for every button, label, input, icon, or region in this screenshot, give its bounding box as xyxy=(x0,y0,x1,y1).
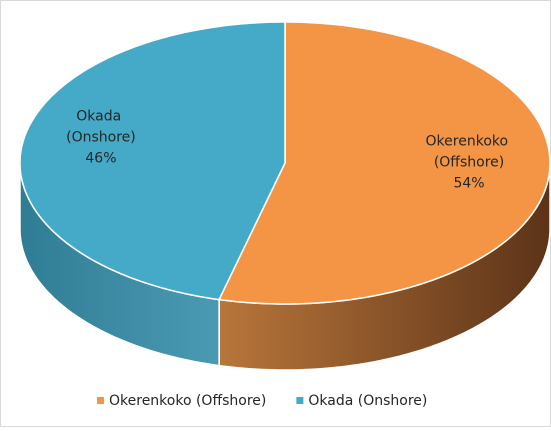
legend: Okerenkoko (Offshore) Okada (Onshore) xyxy=(97,393,427,409)
slice xyxy=(217,21,551,305)
data-label-value: 54% xyxy=(453,175,484,191)
data-label-value: 46% xyxy=(85,151,116,167)
data-label-category: Okerenkoko (Offshore) xyxy=(426,133,513,170)
plot-area: Okerenkoko (Offshore) 54% Okada (Onshore) 4… xyxy=(19,21,551,371)
legend-label: Okerenkoko (Offshore) xyxy=(109,393,266,409)
legend-swatch xyxy=(296,397,304,404)
legend-label: Okada (Onshore) xyxy=(308,393,427,409)
legend-swatch xyxy=(97,397,104,404)
slice xyxy=(19,21,286,301)
data-label-category: Okada (Onshore) xyxy=(66,109,136,146)
